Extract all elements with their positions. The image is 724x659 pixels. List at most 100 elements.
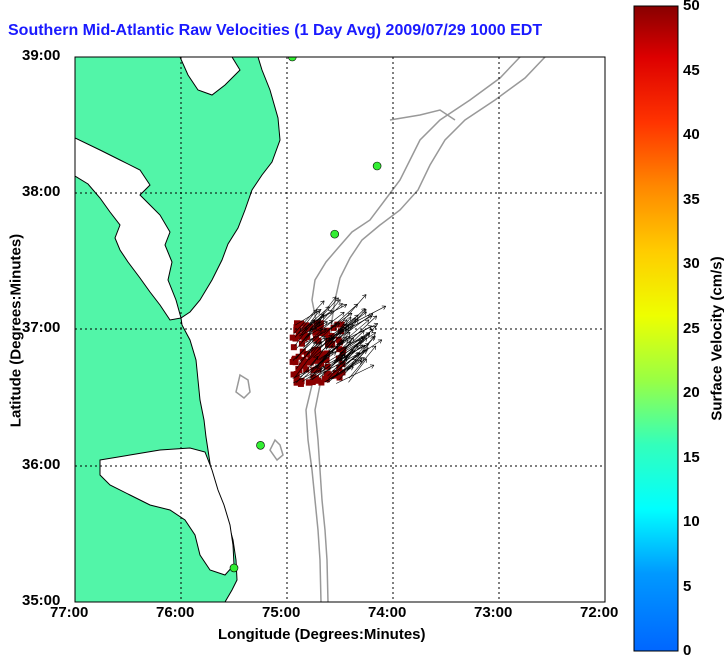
velocity-arrow [331,360,363,378]
velocity-arrow [293,300,325,335]
velocity-arrow [308,355,348,379]
velocity-arrow [304,315,325,342]
station-marker [288,57,297,62]
x-tick-label: 72:00 [580,604,619,621]
velocity-cell [324,363,331,370]
velocity-arrow [307,335,326,355]
velocity-arrow [296,341,317,369]
velocity-vectors [289,294,387,387]
velocity-arrowhead [360,336,366,341]
velocity-arrowhead [336,299,341,304]
velocity-arrow [338,349,367,381]
velocity-arrow [295,338,314,360]
y-tick-label: 36:00 [22,456,61,473]
velocity-arrowhead [345,324,350,329]
velocity-arrow [321,311,345,331]
velocity-arrowhead [358,344,364,349]
station-marker [229,563,239,573]
velocity-arrowhead [347,316,352,322]
velocity-cell [295,332,302,339]
velocity-cell [298,320,305,327]
colorbar-tick: 0 [683,642,692,659]
velocity-arrow [292,364,320,379]
station-marker [330,229,340,239]
velocity-cell [296,367,303,374]
velocity-cell [299,348,306,355]
velocity-arrowhead [320,314,325,320]
velocity-arrowhead [320,300,325,305]
velocity-cell [318,360,325,367]
velocity-arrow [336,364,375,384]
velocity-arrowhead [334,297,339,302]
velocity-cell [306,379,313,386]
velocity-cell [290,371,297,378]
colorbar-tick: 20 [683,384,700,401]
y-tick-label: 39:00 [22,47,61,64]
velocity-arrowhead [356,352,361,357]
delaware-bay [179,57,241,96]
colorbar-tick: 40 [683,126,700,143]
bathymetry-contour-1 [305,57,521,602]
velocity-cell [335,336,342,343]
velocity-arrowhead [354,314,359,319]
velocity-arrow [325,326,347,346]
velocity-cell [336,374,343,381]
colorbar-tick: 35 [683,191,700,208]
velocity-arrowhead [358,360,363,365]
velocity-arrow [294,309,318,338]
velocity-cell [324,370,331,377]
velocity-arrow [338,315,372,335]
velocity-arrowhead [362,358,367,363]
y-tick-label: 37:00 [22,319,61,336]
x-tick-label: 73:00 [474,604,513,621]
velocity-arrowhead [342,303,348,309]
velocity-arrowhead [328,310,333,315]
velocity-arrow [319,340,345,361]
velocity-arrow [348,345,377,379]
velocity-cell [324,350,331,357]
colorbar-label: Surface Velocity (cm/s) [708,256,724,421]
velocity-arrow [318,303,343,328]
velocity-arrowhead [335,322,340,327]
velocity-cell [320,352,327,359]
velocity-arrowhead [321,366,326,371]
velocity-cell [297,380,304,387]
velocity-arrow [312,329,350,358]
velocity-arrowhead [317,309,322,314]
velocity-arrow [343,335,376,368]
velocity-arrowhead [349,337,354,342]
colorbar-tick: 25 [683,320,700,337]
colorbar [633,5,679,652]
x-tick-label: 74:00 [368,604,407,621]
velocity-arrow [338,329,374,352]
velocity-cell [309,379,316,386]
velocity-arrowhead [317,329,322,335]
velocity-arrow [313,323,337,345]
velocity-arrowhead [338,303,343,308]
velocity-arrowhead [370,336,375,342]
velocity-arrowhead [371,335,376,340]
x-tick-label: 75:00 [262,604,301,621]
velocity-arrowhead [373,322,379,328]
velocity-arrow [328,337,354,372]
velocity-arrow [318,339,349,360]
velocity-arrow [319,355,344,369]
velocity-arrow [299,351,337,378]
velocity-arrow [327,357,348,377]
colorbar-tick: 50 [683,0,700,14]
velocity-cell [291,357,298,364]
velocity-cell [293,370,300,377]
velocity-arrow [299,337,328,362]
velocity-arrow [340,294,367,324]
velocity-cell [336,346,343,353]
velocity-arrow [324,340,363,364]
velocity-arrowhead [362,349,367,355]
velocity-cell [295,353,302,360]
velocity-arrowhead [325,306,330,311]
velocity-arrowhead [346,335,351,341]
grid-lines [75,57,605,602]
map-title: Southern Mid-Atlantic Raw Velocities (1 … [8,22,543,39]
velocity-arrow [334,303,358,326]
velocity-arrowhead [322,337,328,343]
